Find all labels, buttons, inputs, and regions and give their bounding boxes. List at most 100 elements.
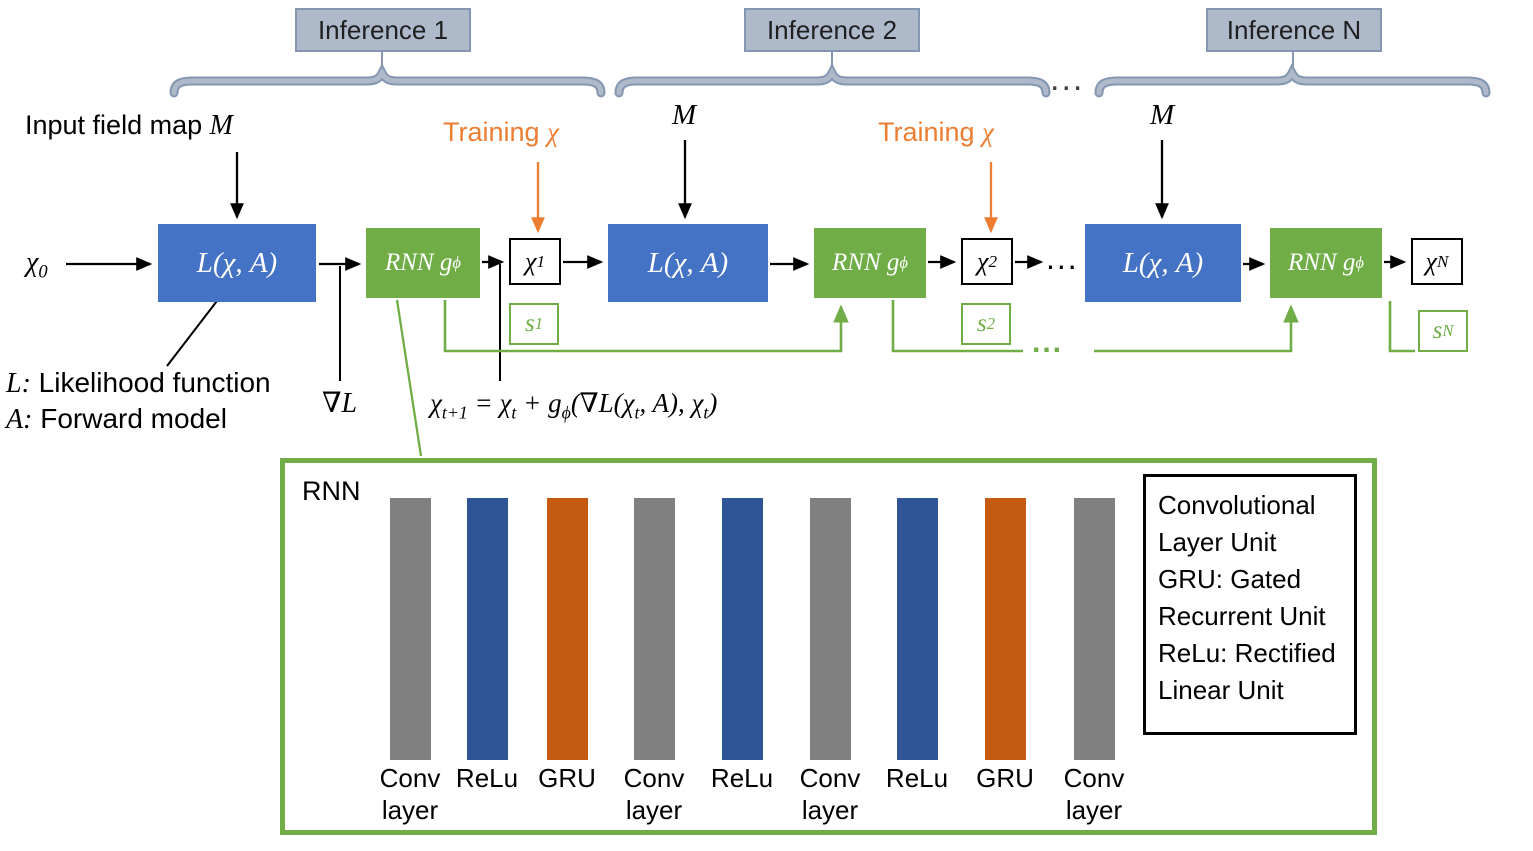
input-field-map-m: M (209, 110, 233, 141)
brace-inference-n (1094, 62, 1491, 98)
likelihood-box-n: L(χ, A) (1085, 224, 1241, 302)
hidden-state-connector-1 (443, 300, 849, 353)
bar-label-8-line1: GRU (976, 763, 1034, 793)
rnn-detail-title: RNN (302, 476, 361, 506)
formula-p1: χ (430, 388, 442, 418)
likelihood-definition: L: Likelihood function (6, 367, 271, 400)
state-sn-base: s (1432, 317, 1443, 344)
chi0-label: χ0 (26, 247, 48, 282)
formula-s4: t (634, 402, 640, 423)
bar-label-6-line2: layer (801, 795, 859, 825)
bar-label-4-line1: Conv (623, 763, 685, 793)
rnn-box-2-label: RNN g (832, 249, 900, 276)
gru-bar-2 (985, 498, 1026, 760)
legend-line-6: Linear Unit (1158, 675, 1284, 705)
bar-label-6-line1: Conv (799, 763, 861, 793)
training-chi-1-chi: χ (547, 117, 559, 147)
bar-label-5: ReLu (694, 762, 790, 794)
gradient-label: ∇L (322, 388, 358, 419)
pipeline-ellipsis: ... (1046, 240, 1079, 276)
likelihood-symbol: L: (6, 368, 31, 399)
bar-label-4-line2: layer (625, 795, 683, 825)
bar-label-9: Conv layer (1046, 762, 1142, 826)
bar-label-9-line2: layer (1065, 795, 1123, 825)
m-label-2: M (672, 99, 697, 131)
bar-label-5-line1: ReLu (710, 763, 774, 793)
inference-1-header: Inference 1 (295, 8, 471, 52)
formula-p3: + g (516, 388, 562, 418)
bar-label-2: ReLu (439, 762, 535, 794)
conv-layer-bar-3 (810, 498, 851, 760)
bar-label-6: Conv layer (782, 762, 878, 826)
formula-s1: t+1 (441, 402, 468, 423)
forward-text: Forward model (32, 403, 227, 434)
likelihood-box-2: L(χ, A) (608, 224, 768, 302)
training-chi-2-text: Training (878, 117, 983, 147)
update-formula: χt+1 = χt + gϕ(∇L(χt, A), χt) (430, 388, 718, 423)
inference-n-header: Inference N (1206, 8, 1382, 52)
hidden-state-connector-2b (1094, 304, 1299, 353)
forward-model-definition: A: Forward model (6, 403, 227, 436)
bar-label-1-line1: Conv (379, 763, 441, 793)
formula-p6: ) (708, 388, 718, 418)
training-chi-2-chi: χ (982, 117, 994, 147)
chi0-base: χ (26, 247, 39, 278)
formula-p5: , A), χ (639, 388, 704, 418)
gru-bar-1 (547, 498, 588, 760)
relu-bar-1 (467, 498, 508, 760)
formula-s3: ϕ (561, 402, 571, 423)
legend-line-3: GRU: Gated (1158, 564, 1302, 594)
legend-line-2: Layer Unit (1158, 527, 1277, 557)
hidden-state-connector-n (1388, 301, 1415, 353)
bar-label-8: GRU (957, 762, 1053, 794)
inference-2-header: Inference 2 (744, 8, 920, 52)
conv-layer-bar-4 (1074, 498, 1115, 760)
rnn-expansion-line (395, 299, 423, 457)
rnn-box-1-label: RNN g (385, 249, 453, 276)
conv-layer-bar-1 (390, 498, 431, 760)
formula-s2: t (511, 402, 517, 423)
m-label-3: M (1150, 99, 1175, 131)
bar-label-3: GRU (519, 762, 615, 794)
bar-label-4: Conv layer (606, 762, 702, 826)
formula-p2: = χ (467, 388, 512, 418)
brace-inference-1 (169, 62, 606, 98)
legend-line-1: Convolutional (1158, 490, 1316, 520)
bar-label-3-line1: GRU (538, 763, 596, 793)
hidden-state-ellipsis: ... (1032, 326, 1064, 359)
conv-layer-bar-2 (634, 498, 675, 760)
bar-label-7-line1: ReLu (885, 763, 949, 793)
state-s2-base: s (977, 310, 987, 337)
bar-label-1: Conv layer (362, 762, 458, 826)
likelihood-text: Likelihood function (30, 367, 271, 398)
bar-label-7: ReLu (869, 762, 965, 794)
bar-label-9-line1: Conv (1063, 763, 1125, 793)
training-chi-1-text: Training (443, 117, 548, 147)
chi0-sub: 0 (38, 261, 48, 282)
chi-2-base: χ (976, 246, 989, 276)
training-chi-label-1: Training χ (443, 117, 559, 148)
input-field-map-label: Input field map M (25, 110, 233, 142)
state-s1-base: s (525, 310, 535, 337)
training-chi-label-2: Training χ (878, 117, 994, 148)
relu-bar-3 (897, 498, 938, 760)
top-ellipsis: ... (1050, 60, 1085, 98)
relu-bar-2 (722, 498, 763, 760)
chi-n-base: χ (1425, 246, 1437, 276)
chi-1-base: χ (524, 246, 537, 276)
likelihood-box-1: L(χ, A) (158, 224, 316, 302)
bar-label-1-line2: layer (381, 795, 439, 825)
bar-label-2-line1: ReLu (455, 763, 519, 793)
brace-inference-2 (614, 62, 1051, 98)
rnn-box-n-label: RNN g (1288, 249, 1356, 276)
